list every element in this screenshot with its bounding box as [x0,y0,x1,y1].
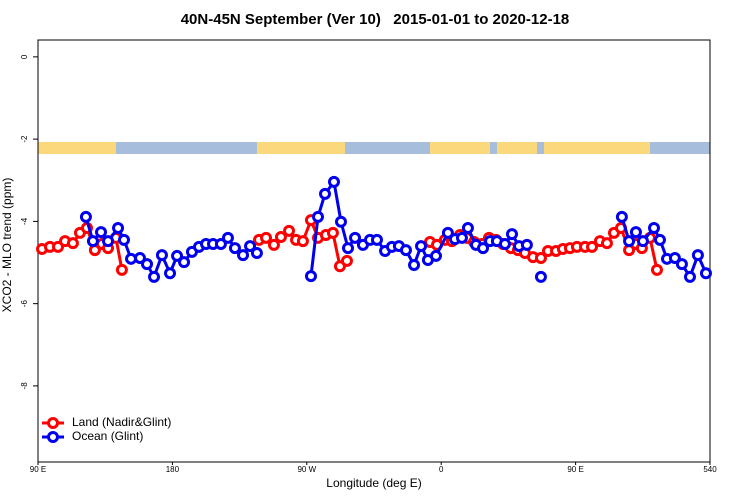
point [370,233,383,246]
point [66,237,79,250]
point [648,221,660,234]
point [327,175,340,188]
point [534,251,547,264]
point [79,210,92,223]
point [441,226,454,239]
point [683,270,696,283]
point [296,235,309,248]
point [244,240,257,253]
point [629,226,642,239]
y-tick-label: 0 [20,54,29,59]
point [461,221,474,234]
point [349,231,362,244]
point [115,263,128,276]
y-tick-label: -2 [20,135,29,143]
point [319,187,332,200]
point [653,233,666,246]
point [326,226,339,239]
point [260,231,273,244]
point [675,258,688,271]
point [102,235,115,248]
y-tick-label: -4 [20,217,29,225]
point [505,228,518,241]
x-tick-label: 0 [439,465,444,474]
point [342,242,355,255]
point [250,247,263,260]
land-band [257,142,345,154]
point [399,244,412,257]
point [267,238,280,251]
point [283,224,296,237]
point [534,270,547,283]
point [334,215,347,228]
point [623,235,636,248]
point [178,256,191,269]
x-tick-label: 90 W [297,465,316,474]
point [415,240,428,253]
y-tick-label: -8 [20,382,29,390]
point [477,242,490,255]
point [274,231,287,244]
ocean-band [38,142,710,154]
point [650,263,663,276]
land-band [497,142,537,154]
plot-frame [37,39,711,463]
point [429,249,442,262]
point [112,221,125,234]
point [699,267,712,280]
point [340,254,353,267]
point [498,238,511,251]
point [86,235,99,248]
point [221,231,234,244]
point [520,238,533,251]
x-tick-label: 90 E [30,465,46,474]
point [133,251,146,264]
point [304,270,317,283]
point [312,210,324,223]
x-tick-label: 90 E [567,465,583,474]
point [95,226,108,239]
point [408,258,421,271]
land-ocean-strip [38,142,710,154]
legend-marker [47,431,59,443]
point [668,251,681,264]
land-band [38,142,116,154]
point [141,258,154,271]
point [155,249,168,262]
land-band [430,142,490,154]
x-tick-label: 540 [703,465,717,474]
chart-title: 40N-45N September (Ver 10) 2015-01-01 to… [181,11,570,28]
land-band [544,142,650,154]
x-tick-label: 180 [166,465,180,474]
point [148,270,161,283]
y-axis-label: XCO2 - MLO trend (ppm) [0,178,14,313]
point [118,233,131,246]
point [600,237,613,250]
point [691,249,704,262]
legend-label: Ocean (Glint) [72,429,143,443]
point [615,210,628,223]
y-tick-label: -6 [20,300,29,308]
point [586,240,599,253]
point [214,238,227,251]
legend-label: Land (Nadir&Glint) [72,415,171,429]
x-axis-label: Longitude (deg E) [326,476,421,490]
point [237,249,250,262]
point [164,267,177,280]
point [455,231,468,244]
point [636,235,649,248]
point [171,249,184,262]
point [228,242,241,255]
legend-marker [47,417,59,429]
